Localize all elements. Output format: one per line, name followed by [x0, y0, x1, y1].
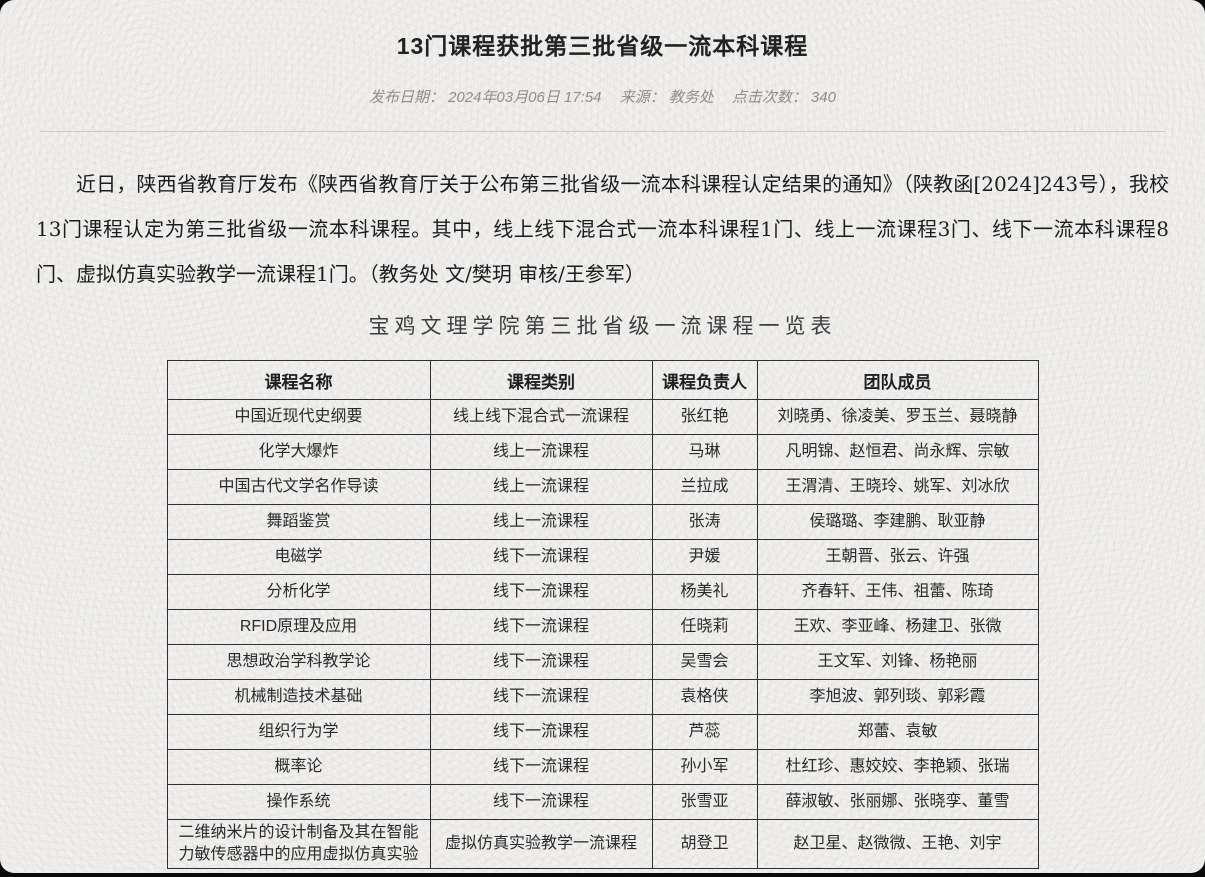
cell-course-category: 线下一流课程: [429, 714, 653, 750]
table-caption: 宝鸡文理学院第三批省级一流课程一览表: [368, 314, 837, 338]
cell-team-members: 王欢、李亚峰、杨建卫、张微: [756, 609, 1039, 645]
table-row: RFID原理及应用 线下一流课程 任晓莉 王欢、李亚峰、杨建卫、张微: [166, 609, 1039, 645]
cell-course-name: 中国古代文学名作导读: [166, 469, 431, 505]
cell-course-category: 线上一流课程: [429, 434, 653, 470]
cell-team-members: 凡明锦、赵恒君、尚永辉、宗敏: [756, 434, 1039, 470]
cell-course-leader: 马琳: [651, 434, 758, 470]
course-table: 课程名称 课程类别 课程负责人 团队成员 中国近现代史纲要 线上线下混合式一流课程…: [166, 360, 1039, 869]
cell-team-members: 李旭波、郭列琰、郭彩霞: [756, 679, 1039, 715]
cell-course-category: 线下一流课程: [429, 539, 653, 575]
cell-team-members: 王文军、刘锋、杨艳丽: [756, 644, 1039, 680]
cell-course-leader: 张红艳: [651, 399, 758, 435]
cell-course-name: 操作系统: [166, 784, 431, 820]
cell-course-leader: 杨美礼: [651, 574, 758, 610]
cell-course-name: 分析化学: [166, 574, 431, 610]
cell-course-leader: 任晓莉: [651, 609, 758, 645]
cell-team-members: 杜红珍、惠姣姣、李艳颖、张瑞: [756, 749, 1039, 785]
cell-course-name: 中国近现代史纲要: [166, 399, 431, 435]
cell-team-members: 郑蕾、袁敏: [756, 714, 1039, 750]
cell-team-members: 薛淑敏、张丽娜、张晓孪、董雪: [756, 784, 1039, 820]
clicks-value: 340: [810, 89, 836, 106]
table-row: 舞蹈鉴赏 线上一流课程 张涛 侯璐璐、李建鹏、耿亚静: [166, 504, 1039, 540]
cell-course-leader: 芦蕊: [651, 714, 758, 750]
article-meta: 发布日期： 2024年03月06日 17:54 来源： 教务处 点击次数： 340: [0, 86, 1205, 107]
clicks-label: 点击次数：: [731, 89, 807, 106]
cell-course-leader: 胡登卫: [651, 819, 758, 869]
header-course-category: 课程类别: [429, 360, 653, 400]
table-row: 操作系统 线下一流课程 张雪亚 薛淑敏、张丽娜、张晓孪、董雪: [166, 784, 1039, 820]
cell-course-name: 组织行为学: [166, 714, 431, 750]
cell-course-category: 线下一流课程: [429, 679, 653, 715]
header-divider: [40, 131, 1165, 132]
cell-course-category: 线下一流课程: [429, 574, 653, 610]
cell-course-name: 舞蹈鉴赏: [166, 504, 431, 540]
cell-course-category: 线上线下混合式一流课程: [429, 399, 653, 435]
table-row: 中国古代文学名作导读 线上一流课程 兰拉成 王渭清、王晓玲、姚军、刘冰欣: [166, 469, 1039, 505]
header-team-members: 团队成员: [756, 360, 1039, 400]
cell-course-name: 思想政治学科教学论: [166, 644, 431, 680]
cell-team-members: 侯璐璐、李建鹏、耿亚静: [756, 504, 1039, 540]
cell-course-leader: 张雪亚: [651, 784, 758, 820]
course-table-body: 中国近现代史纲要 线上线下混合式一流课程 张红艳 刘晓勇、徐凌美、罗玉兰、聂晓静 化学大…: [166, 399, 1039, 869]
cell-team-members: 王渭清、王晓玲、姚军、刘冰欣: [756, 469, 1039, 505]
table-row: 电磁学 线下一流课程 尹媛 王朝晋、张云、许强: [166, 539, 1039, 575]
cell-course-category: 虚拟仿真实验教学一流课程: [429, 819, 653, 869]
source-label: 来源：: [619, 89, 665, 106]
publish-date-value: 2024年03月06日 17:54: [448, 89, 602, 106]
header-course-name: 课程名称: [166, 360, 431, 400]
cell-course-category: 线下一流课程: [429, 749, 653, 785]
cell-course-name: 电磁学: [166, 539, 431, 575]
table-row: 机械制造技术基础 线下一流课程 袁格侠 李旭波、郭列琰、郭彩霞: [166, 679, 1039, 715]
cell-course-category: 线下一流课程: [429, 609, 653, 645]
cell-team-members: 赵卫星、赵微微、王艳、刘宇: [756, 819, 1039, 869]
table-row: 分析化学 线下一流课程 杨美礼 齐春轩、王伟、祖蕾、陈琦: [166, 574, 1039, 610]
page-title: 13门课程获批第三批省级一流本科课程: [396, 33, 809, 59]
cell-course-leader: 吴雪会: [651, 644, 758, 680]
cell-team-members: 刘晓勇、徐凌美、罗玉兰、聂晓静: [756, 399, 1039, 435]
source-value: 教务处: [668, 89, 714, 106]
cell-course-category: 线上一流课程: [429, 504, 653, 540]
cell-team-members: 齐春轩、王伟、祖蕾、陈琦: [756, 574, 1039, 610]
cell-course-name: 化学大爆炸: [166, 434, 431, 470]
header-row: 课程名称 课程类别 课程负责人 团队成员: [166, 360, 1039, 400]
cell-course-category: 线下一流课程: [429, 784, 653, 820]
cell-course-leader: 孙小军: [651, 749, 758, 785]
publish-date-label: 发布日期：: [369, 89, 445, 106]
header-course-leader: 课程负责人: [651, 360, 758, 400]
course-table-head: 课程名称 课程类别 课程负责人 团队成员: [166, 360, 1039, 400]
cell-course-name: 机械制造技术基础: [166, 679, 431, 715]
table-row: 组织行为学 线下一流课程 芦蕊 郑蕾、袁敏: [166, 714, 1039, 750]
cell-course-name: RFID原理及应用: [166, 609, 431, 645]
cell-course-leader: 张涛: [651, 504, 758, 540]
cell-course-name: 概率论: [166, 749, 431, 785]
table-row: 化学大爆炸 线上一流课程 马琳 凡明锦、赵恒君、尚永辉、宗敏: [166, 434, 1039, 470]
cell-course-leader: 袁格侠: [651, 679, 758, 715]
table-row: 思想政治学科教学论 线下一流课程 吴雪会 王文军、刘锋、杨艳丽: [166, 644, 1039, 680]
table-row: 概率论 线下一流课程 孙小军 杜红珍、惠姣姣、李艳颖、张瑞: [166, 749, 1039, 785]
cell-course-category: 线上一流课程: [429, 469, 653, 505]
cell-course-name: 二维纳米片的设计制备及其在智能力敏传感器中的应用虚拟仿真实验: [166, 819, 431, 869]
cell-team-members: 王朝晋、张云、许强: [756, 539, 1039, 575]
table-row: 中国近现代史纲要 线上线下混合式一流课程 张红艳 刘晓勇、徐凌美、罗玉兰、聂晓静: [166, 399, 1039, 435]
table-row: 二维纳米片的设计制备及其在智能力敏传感器中的应用虚拟仿真实验 虚拟仿真实验教学一流…: [166, 819, 1039, 869]
article-paragraph: 近日，陕西省教育厅发布《陕西省教育厅关于公布第三批省级一流本科课程认定结果的通知…: [36, 172, 1169, 286]
cell-course-leader: 兰拉成: [651, 469, 758, 505]
cell-course-category: 线下一流课程: [429, 644, 653, 680]
cell-course-leader: 尹媛: [651, 539, 758, 575]
